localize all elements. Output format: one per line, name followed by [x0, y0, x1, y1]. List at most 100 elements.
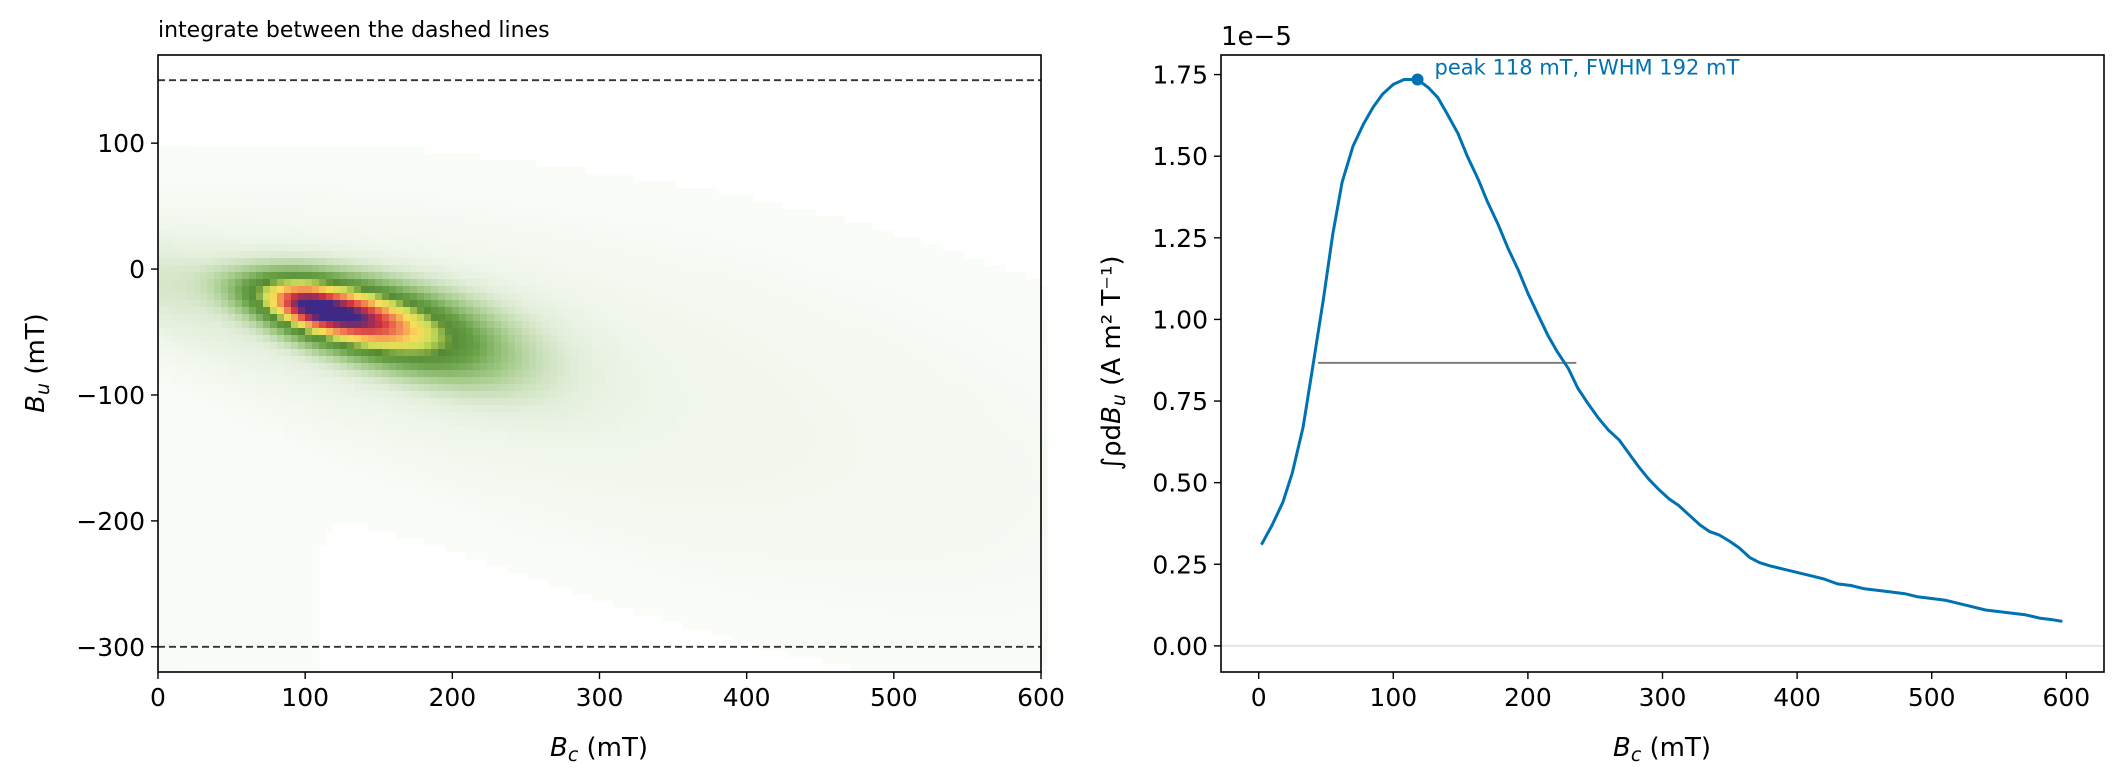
heatmap-cell: [459, 188, 467, 196]
heatmap-cell: [550, 293, 558, 301]
heatmap-cell: [403, 342, 411, 350]
heatmap-cell: [319, 181, 327, 189]
heatmap-cell: [732, 412, 740, 420]
heatmap-cell: [711, 447, 719, 455]
heatmap-cell: [802, 370, 810, 378]
heatmap-cell: [858, 370, 866, 378]
heatmap-cell: [1026, 433, 1034, 441]
heatmap-cell: [802, 419, 810, 427]
heatmap-cell: [1012, 454, 1020, 462]
heatmap-cell: [207, 181, 215, 189]
heatmap-cell: [844, 377, 852, 385]
heatmap-cell: [487, 223, 495, 231]
heatmap-cell: [725, 398, 733, 406]
heatmap-cell: [711, 328, 719, 336]
heatmap-cell: [473, 398, 481, 406]
heatmap-cell: [186, 188, 194, 196]
heatmap-cell: [487, 258, 495, 266]
heatmap-cell: [592, 328, 600, 336]
heatmap-cell: [298, 293, 306, 301]
heatmap-cell: [249, 146, 257, 154]
heatmap-cell: [403, 181, 411, 189]
heatmap-cell: [452, 342, 460, 350]
heatmap-cell: [333, 216, 341, 224]
heatmap-cell: [298, 258, 306, 266]
heatmap-cell: [907, 419, 915, 427]
heatmap-cell: [655, 244, 663, 252]
heatmap-cell: [963, 272, 971, 280]
heatmap-cell: [592, 398, 600, 406]
heatmap-cell: [592, 419, 600, 427]
heatmap-cell: [599, 237, 607, 245]
heatmap-cell: [193, 419, 201, 427]
heatmap-cell: [200, 349, 208, 357]
heatmap-cell: [753, 398, 761, 406]
heatmap-cell: [424, 258, 432, 266]
heatmap-cell: [466, 160, 474, 168]
heatmap-cell: [634, 363, 642, 371]
heatmap-cell: [179, 167, 187, 175]
heatmap-cell: [305, 440, 313, 448]
heatmap-cell: [613, 181, 621, 189]
heatmap-cell: [284, 335, 292, 343]
heatmap-cell: [529, 426, 537, 434]
heatmap-cell: [697, 258, 705, 266]
heatmap-cell: [396, 153, 404, 161]
heatmap-cell: [473, 307, 481, 315]
heatmap-cell: [676, 300, 684, 308]
heatmap-cell: [375, 440, 383, 448]
heatmap-cell: [473, 244, 481, 252]
heatmap-cell: [599, 321, 607, 329]
heatmap-cell: [368, 307, 376, 315]
heatmap-cell: [564, 258, 572, 266]
heatmap-cell: [242, 307, 250, 315]
heatmap-cell: [326, 258, 334, 266]
heatmap-cell: [480, 363, 488, 371]
heatmap-cell: [641, 307, 649, 315]
heatmap-cell: [389, 405, 397, 413]
heatmap-cell: [767, 335, 775, 343]
heatmap-cell: [697, 328, 705, 336]
heatmap-cell: [634, 419, 642, 427]
heatmap-cell: [886, 300, 894, 308]
heatmap-cell: [921, 272, 929, 280]
heatmap-cell: [578, 230, 586, 238]
heatmap-cell: [592, 202, 600, 210]
heatmap-cell: [235, 349, 243, 357]
heatmap-cell: [305, 349, 313, 357]
heatmap-cell: [494, 293, 502, 301]
heatmap-cell: [158, 335, 166, 343]
heatmap-cell: [319, 272, 327, 280]
heatmap-cell: [914, 300, 922, 308]
heatmap-cell: [375, 167, 383, 175]
heatmap-cell: [487, 405, 495, 413]
heatmap-cell: [319, 328, 327, 336]
heatmap-cell: [522, 363, 530, 371]
heatmap-cell: [221, 265, 229, 273]
heatmap-cell: [235, 181, 243, 189]
heatmap-cell: [620, 454, 628, 462]
heatmap-cell: [186, 377, 194, 385]
heatmap-cell: [382, 454, 390, 462]
heatmap-cell: [935, 426, 943, 434]
heatmap-cell: [767, 251, 775, 259]
heatmap-cell: [543, 202, 551, 210]
heatmap-cell: [963, 398, 971, 406]
heatmap-cell: [634, 314, 642, 322]
heatmap-cell: [851, 426, 859, 434]
heatmap-cell: [312, 237, 320, 245]
heatmap-cell: [207, 335, 215, 343]
heatmap-cell: [627, 216, 635, 224]
heatmap-cell: [431, 216, 439, 224]
heatmap-cell: [242, 202, 250, 210]
heatmap-cell: [270, 272, 278, 280]
heatmap-cell: [746, 216, 754, 224]
heatmap-cell: [809, 307, 817, 315]
heatmap-cell: [249, 251, 257, 259]
heatmap-cell: [410, 412, 418, 420]
heatmap-cell: [242, 356, 250, 364]
heatmap-cell: [830, 412, 838, 420]
heatmap-cell: [277, 328, 285, 336]
heatmap-cell: [613, 216, 621, 224]
heatmap-cell: [900, 244, 908, 252]
